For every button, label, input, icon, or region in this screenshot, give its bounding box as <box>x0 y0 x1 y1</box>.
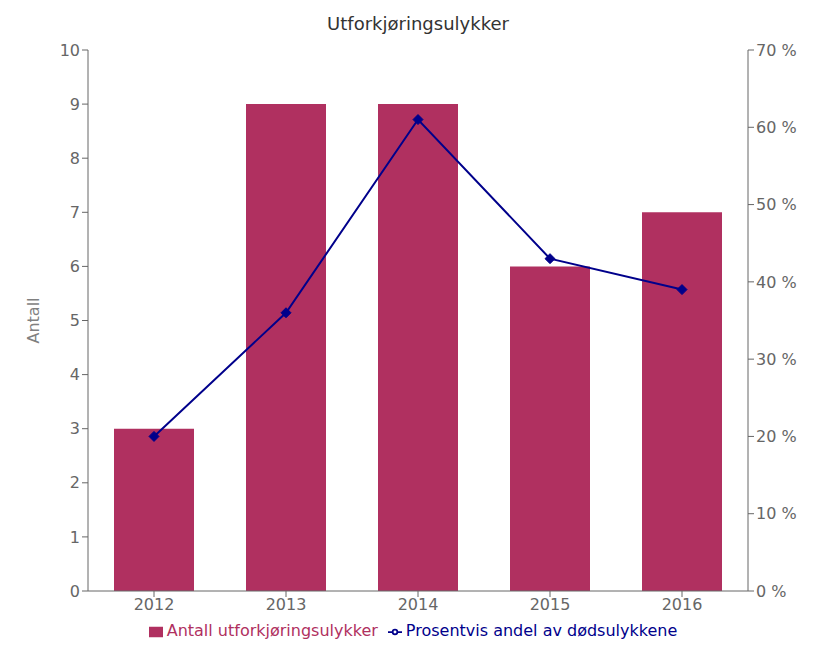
svg-text:2013: 2013 <box>266 595 307 614</box>
svg-text:9: 9 <box>70 95 80 114</box>
svg-text:10: 10 <box>60 41 80 60</box>
svg-text:Antall: Antall <box>24 297 43 343</box>
svg-text:60 %: 60 % <box>756 118 797 137</box>
svg-text:50 %: 50 % <box>756 195 797 214</box>
svg-text:5: 5 <box>70 311 80 330</box>
svg-text:10 %: 10 % <box>756 504 797 523</box>
html-text:Prosentvis andel av dødsulykke: Prosentvis andel av dødsulykkene <box>405 621 678 640</box>
svg-text:2: 2 <box>70 473 80 492</box>
svg-text:7: 7 <box>70 203 80 222</box>
svg-text:0: 0 <box>70 582 80 601</box>
html-text:Utforkjøringsulykker: Utforkjøringsulykker <box>327 13 509 34</box>
svg-text:3: 3 <box>70 419 80 438</box>
svg-text:2012: 2012 <box>134 595 175 614</box>
svg-text:4: 4 <box>70 365 80 384</box>
svg-text:0 %: 0 % <box>756 582 786 601</box>
svg-text:2014: 2014 <box>398 595 439 614</box>
svg-text:20 %: 20 % <box>756 427 797 446</box>
svg-text:40 %: 40 % <box>756 273 797 292</box>
svg-text:70 %: 70 % <box>756 41 797 60</box>
svg-text:2015: 2015 <box>530 595 571 614</box>
svg-text:2016: 2016 <box>662 595 703 614</box>
svg-text:6: 6 <box>70 257 80 276</box>
svg-text:8: 8 <box>70 149 80 168</box>
html-text:Antall utforkjøringsulykker: Antall utforkjøringsulykker <box>166 621 378 640</box>
svg-text:30 %: 30 % <box>756 350 797 369</box>
svg-text:1: 1 <box>70 528 80 547</box>
